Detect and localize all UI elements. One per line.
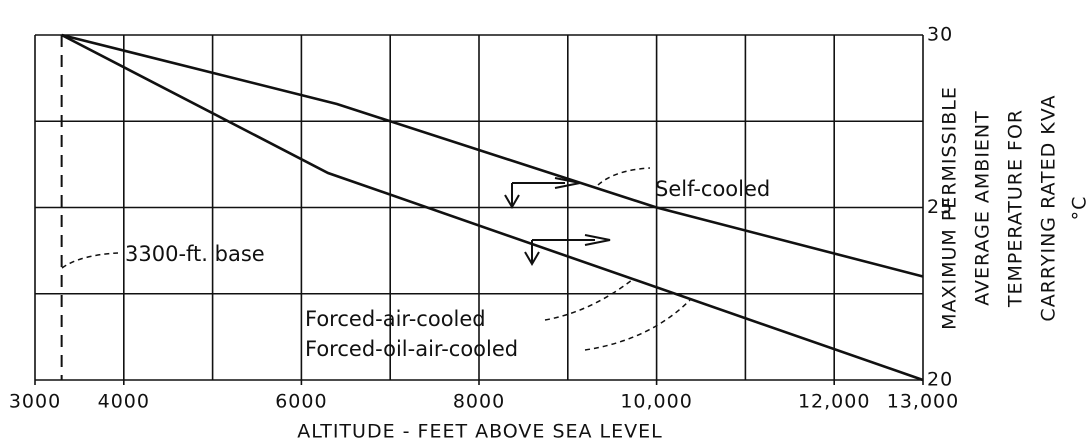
x-tick-label: 3000	[9, 391, 61, 413]
annotation: Forced-air-cooled	[305, 307, 486, 331]
x-axis-title: ALTITUDE - FEET ABOVE SEA LEVEL	[297, 421, 663, 443]
annotation: 3300-ft. base	[125, 242, 265, 266]
y-axis-title: °C	[1069, 196, 1090, 221]
x-tick-label: 12,000	[798, 391, 870, 413]
data-line	[61, 33, 924, 382]
x-tick-label: 6000	[275, 391, 327, 413]
x-tick-label: 8000	[453, 391, 505, 413]
y-axis-title: TEMPERATURE FOR	[1005, 109, 1027, 308]
y-axis-title: AVERAGE AMBIENT	[972, 110, 994, 306]
y-axis-title: CARRYING RATED KVA	[1038, 94, 1060, 321]
y-axis-title: MAXIMUM PERMISSIBLE	[939, 86, 961, 330]
y-tick-label: 30	[927, 24, 953, 46]
leader	[61, 252, 119, 269]
leader	[584, 299, 691, 351]
x-tick-label: 13,000	[887, 391, 959, 413]
data-line	[61, 33, 924, 278]
y-tick-label: 20	[927, 369, 953, 391]
annotation: Forced-oil-air-cooled	[305, 337, 518, 361]
x-tick-label: 4000	[98, 391, 150, 413]
leader	[544, 279, 633, 321]
arrow-symbol	[504, 177, 611, 266]
y-tick-label: 25	[927, 196, 953, 218]
leader	[597, 167, 651, 186]
x-tick-label: 10,000	[620, 391, 692, 413]
annotation: Self-cooled	[655, 177, 770, 201]
